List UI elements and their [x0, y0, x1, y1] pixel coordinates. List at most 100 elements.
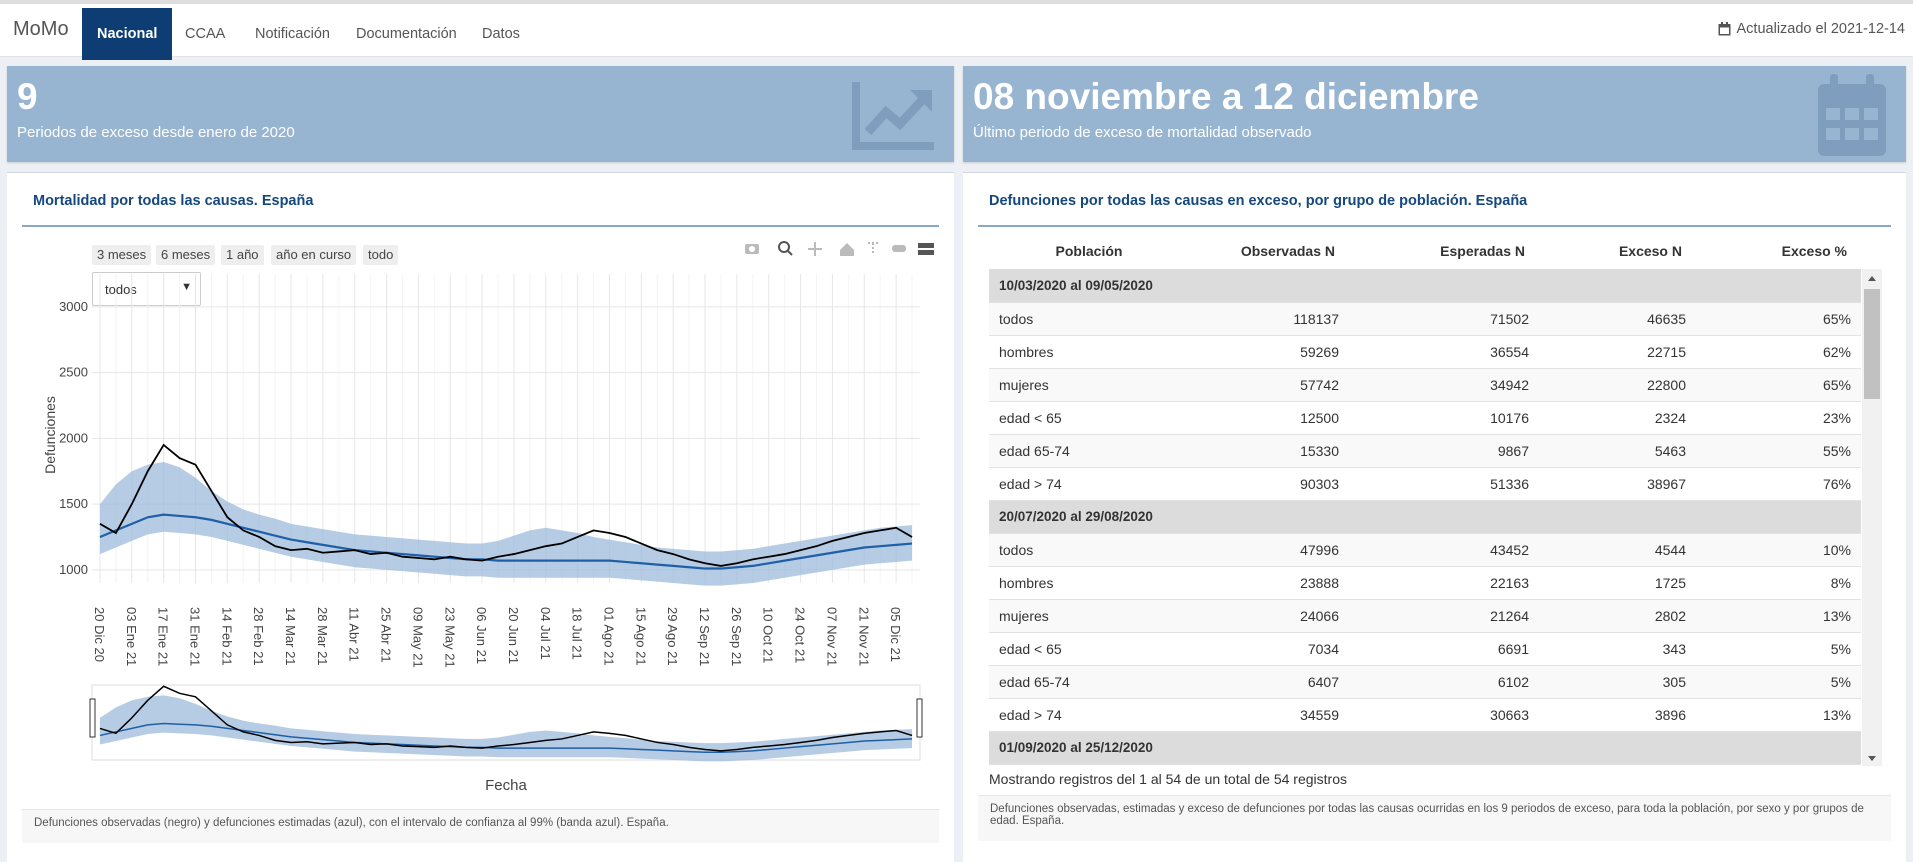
- group-period: 10/03/2020 al 09/05/2020: [989, 269, 1861, 303]
- table-cell: 3896: [1539, 698, 1696, 732]
- table-row: mujeres 57742 34942 22800 65%: [989, 368, 1861, 402]
- updated-text: Actualizado el 2021-12-14: [1736, 21, 1905, 37]
- range-button[interactable]: 6 meses: [156, 245, 216, 265]
- nav-tab[interactable]: Nacional: [82, 8, 173, 60]
- table-cell: 6691: [1349, 632, 1539, 666]
- table-cell: 46635: [1539, 302, 1696, 336]
- table-cell: mujeres: [989, 368, 1189, 402]
- table-cell: 5%: [1696, 665, 1861, 699]
- x-tick-label: 06 Jun 21: [474, 607, 489, 664]
- value-box-value: 9: [17, 76, 38, 117]
- table-cell: edad > 74: [989, 698, 1189, 732]
- column-header: Exceso N: [1618, 243, 1682, 259]
- nav-tab[interactable]: Documentación: [356, 26, 457, 42]
- x-tick-label: 28 Mar 21: [315, 607, 330, 666]
- table-cell: hombres: [989, 566, 1189, 600]
- x-tick-label: 14 Mar 21: [283, 607, 298, 666]
- scrollbar[interactable]: [1862, 269, 1882, 766]
- table-cell: todos: [989, 533, 1189, 567]
- column-header: Observadas N: [1240, 243, 1335, 259]
- table-cell: todos: [989, 302, 1189, 336]
- dropdown[interactable]: todos ▼: [92, 272, 201, 306]
- value-box-subtitle: Último periodo de exceso de mortalidad o…: [973, 124, 1312, 141]
- modebar: [745, 241, 934, 256]
- table-cell: 13%: [1696, 599, 1861, 633]
- table-cell: 22800: [1539, 368, 1696, 402]
- range-handle: [89, 698, 96, 738]
- column-header: Población: [1055, 243, 1123, 259]
- x-tick-label: 04 Jul 21: [538, 607, 553, 660]
- table-cell: 1725: [1539, 566, 1696, 600]
- range-line: [99, 685, 913, 752]
- x-tick-label: 03 Ene 21: [124, 607, 139, 666]
- group-row: 20/07/2020 al 29/08/2020: [989, 500, 1861, 534]
- table-cell: 51336: [1349, 467, 1539, 501]
- x-tick-label: 12 Sep 21: [697, 607, 712, 666]
- table-cell: mujeres: [989, 599, 1189, 633]
- x-tick-label: 31 Ene 21: [188, 607, 203, 666]
- series-line: [99, 513, 913, 570]
- table-cell: 90303: [1189, 467, 1349, 501]
- series-line: [99, 443, 913, 567]
- range-button[interactable]: todo: [363, 245, 399, 265]
- y-tick-label: 2500: [59, 365, 88, 380]
- table-row: edad > 74 34559 30663 3896 13%: [989, 698, 1861, 732]
- dropdown-value: todos: [105, 282, 137, 297]
- x-tick-label: 05 Dic 21: [888, 607, 903, 662]
- value-box: 08 noviembre a 12 diciembre Último perio…: [963, 66, 1906, 162]
- table-cell: edad 65-74: [989, 434, 1189, 468]
- table-cell: 5463: [1539, 434, 1696, 468]
- table-panel: Defunciones por todas las causas en exce…: [963, 172, 1906, 862]
- table-cell: 2324: [1539, 401, 1696, 435]
- nav-tab[interactable]: Notificación: [255, 26, 330, 42]
- y-tick-label: 1000: [59, 562, 88, 577]
- table-row: edad > 74 90303 51336 38967 76%: [989, 467, 1861, 501]
- group-period: 01/09/2020 al 25/12/2020: [989, 731, 1861, 765]
- column-header: Exceso %: [1781, 243, 1847, 259]
- confidence-band: [99, 462, 913, 586]
- range-button[interactable]: 3 meses: [92, 245, 152, 265]
- x-tick-label: 18 Jul 21: [570, 607, 585, 660]
- panel-footer: Defunciones observadas, estimadas y exce…: [978, 795, 1891, 841]
- nav-tab[interactable]: CCAA: [185, 26, 226, 42]
- table-row: edad < 65 12500 10176 2324 23%: [989, 401, 1861, 435]
- table-cell: 65%: [1696, 302, 1861, 336]
- table-row: edad < 65 7034 6691 343 5%: [989, 632, 1861, 666]
- table-cell: 34942: [1349, 368, 1539, 402]
- table-cell: 34559: [1189, 698, 1349, 732]
- table-cell: 23888: [1189, 566, 1349, 600]
- table-cell: 7034: [1189, 632, 1349, 666]
- table-cell: 15330: [1189, 434, 1349, 468]
- table-cell: 21264: [1349, 599, 1539, 633]
- x-tick-label: 26 Sep 21: [729, 607, 744, 666]
- group-row: 01/09/2020 al 25/12/2020: [989, 731, 1861, 765]
- table-cell: hombres: [989, 335, 1189, 369]
- table-cell: 62%: [1696, 335, 1861, 369]
- value-box-value: 08 noviembre a 12 diciembre: [973, 76, 1479, 117]
- table-cell: 55%: [1696, 434, 1861, 468]
- table-info: Mostrando registros del 1 al 54 de un to…: [989, 771, 1347, 787]
- range-button[interactable]: 1 año: [221, 245, 264, 265]
- x-tick-label: 10 Oct 21: [761, 607, 776, 663]
- table-cell: 43452: [1349, 533, 1539, 567]
- table-cell: edad > 74: [989, 467, 1189, 501]
- table: 10/03/2020 al 09/05/2020 todos 118137 71502…: [989, 269, 1861, 765]
- value-box-subtitle: Periodos de exceso desde enero de 2020: [17, 124, 295, 141]
- chart-panel: Mortalidad por todas las causas. España …: [7, 172, 954, 862]
- table-cell: 10176: [1349, 401, 1539, 435]
- table-cell: 8%: [1696, 566, 1861, 600]
- y-tick-label: 1500: [59, 496, 88, 511]
- x-tick-label: 24 Oct 21: [793, 607, 808, 663]
- table-cell: 343: [1539, 632, 1696, 666]
- title-rule: [22, 225, 939, 227]
- y-tick-label: 3000: [59, 299, 88, 314]
- range-button[interactable]: año en curso: [271, 245, 357, 265]
- table-cell: edad 65-74: [989, 665, 1189, 699]
- table-cell: edad < 65: [989, 401, 1189, 435]
- table-cell: 12500: [1189, 401, 1349, 435]
- brand[interactable]: MoMo: [13, 18, 69, 40]
- table-cell: 59269: [1189, 335, 1349, 369]
- calendar-big-icon: [1818, 74, 1886, 156]
- nav-tab[interactable]: Datos: [482, 26, 520, 42]
- group-period: 20/07/2020 al 29/08/2020: [989, 500, 1861, 534]
